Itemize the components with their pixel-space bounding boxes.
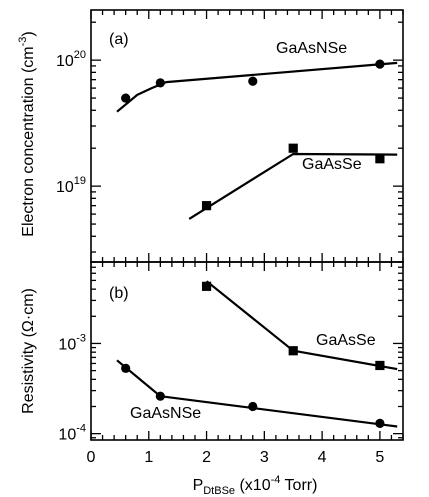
x-tick-label: 3 bbox=[260, 449, 269, 466]
y-axis-label: Resistivity (Ω·cm) bbox=[20, 288, 37, 414]
axes-layer bbox=[90, 9, 404, 441]
data-point-gaasnse bbox=[248, 401, 258, 412]
panel-frame bbox=[90, 9, 404, 263]
series-label-gaasnse: GaAsNSe bbox=[130, 405, 201, 422]
y-tick-label: 1020 bbox=[56, 49, 86, 70]
data-point-gaasnse bbox=[121, 363, 131, 373]
series-label-gaasse: GaAsSe bbox=[316, 332, 376, 349]
data-point-gaasse bbox=[288, 346, 298, 356]
data-point-gaasnse bbox=[375, 59, 385, 69]
data-point-gaasnse bbox=[155, 78, 165, 88]
x-tick-label: 2 bbox=[202, 449, 211, 466]
fit-line-gaasnse bbox=[116, 61, 398, 113]
y-tick-label: 1019 bbox=[56, 175, 86, 196]
data-point-gaasnse bbox=[121, 93, 131, 103]
panel-label: (b) bbox=[109, 285, 129, 302]
x-tick-label: 5 bbox=[375, 449, 384, 466]
data-point-gaasnse bbox=[155, 391, 165, 401]
x-tick-label: 0 bbox=[87, 449, 96, 466]
fit-line-gaasse bbox=[188, 152, 398, 220]
data-point-gaasnse bbox=[375, 418, 385, 428]
fit-lines-layer bbox=[116, 61, 398, 428]
y-axis-label: Electron concentration (cm-3) bbox=[17, 31, 37, 236]
x-tick-label: 4 bbox=[318, 449, 327, 466]
series-label-gaasse: GaAsSe bbox=[302, 156, 362, 173]
series-label-gaasnse: GaAsNSe bbox=[276, 40, 347, 57]
fit-line-gaasse bbox=[205, 280, 398, 371]
x-axis-label: PDtBSe (x10-4 Torr) bbox=[193, 474, 318, 497]
data-point-gaasse bbox=[375, 360, 385, 371]
data-point-gaasse bbox=[288, 143, 298, 153]
y-tick-label: 10-4 bbox=[58, 423, 86, 444]
data-point-gaasse bbox=[201, 201, 212, 211]
data-point-gaasnse bbox=[248, 76, 258, 86]
panel-label: (a) bbox=[109, 31, 129, 48]
labels-layer: 1020 1019 (a) 10-3 10-4 (b) GaAsNSe GaAsSe GaAsS… bbox=[17, 31, 384, 497]
markers-layer bbox=[121, 59, 385, 428]
x-tick-label: 1 bbox=[144, 449, 153, 466]
y-tick-label: 10-3 bbox=[58, 332, 86, 353]
panel-frame bbox=[90, 261, 404, 441]
data-point-gaasse bbox=[201, 281, 212, 291]
data-point-gaasse bbox=[375, 154, 385, 164]
